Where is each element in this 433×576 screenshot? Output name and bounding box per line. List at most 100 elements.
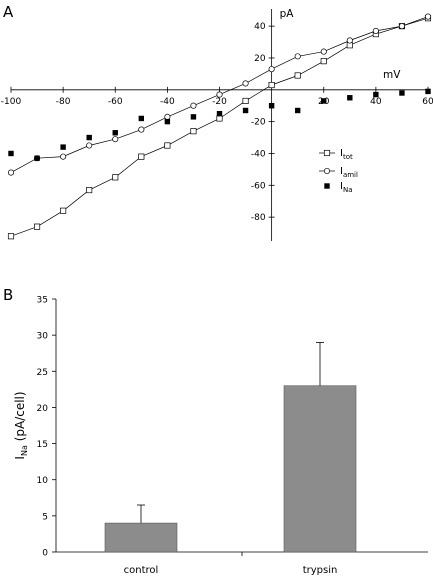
y-tick-label: -80 bbox=[251, 213, 266, 223]
y-axis-title-main: I bbox=[13, 456, 27, 460]
data-point-Na bbox=[8, 150, 14, 157]
data-point-amil bbox=[86, 142, 93, 149]
panel-b-axes: 0 5 10 15 20 25 30 35 INa (pA/cell) bbox=[13, 296, 428, 559]
y-axis-title-subscript: Na bbox=[20, 445, 29, 456]
panel-a-label: A bbox=[3, 3, 14, 21]
category-label-trypsin: trypsin bbox=[303, 565, 338, 576]
x-tick-label: -100 bbox=[1, 97, 22, 107]
x-tick-label: 40 bbox=[370, 97, 382, 107]
data-point-Na bbox=[425, 88, 431, 95]
data-point-Na bbox=[242, 107, 249, 114]
panel-a-axes: -100-80-60-40-20204060-80-60-40-202040pA… bbox=[1, 8, 433, 241]
data-point-tot bbox=[242, 97, 249, 104]
category-label-control: control bbox=[124, 565, 159, 576]
data-point-tot bbox=[164, 142, 171, 149]
legend-marker-Na bbox=[324, 183, 330, 189]
y-tick-label: 25 bbox=[37, 368, 48, 378]
data-point-amil bbox=[346, 37, 353, 44]
data-point-amil bbox=[294, 53, 301, 60]
panel-a-iv-plot: A -100-80-60-40-20204060-80-60-40-202040… bbox=[1, 3, 433, 241]
data-point-amil bbox=[372, 27, 379, 34]
data-point-tot bbox=[190, 128, 197, 135]
data-point-amil bbox=[190, 102, 197, 109]
panel-b-bar-chart: B 0 5 10 15 20 25 30 35 INa (pA/cell) control try… bbox=[3, 286, 428, 576]
y-tick-label: -20 bbox=[251, 118, 266, 128]
legend-marker-tot bbox=[323, 149, 331, 157]
panel-a-series bbox=[7, 13, 432, 240]
data-point-Na bbox=[164, 118, 171, 125]
data-point-Na bbox=[216, 110, 223, 117]
y-tick-label: 15 bbox=[37, 440, 48, 450]
data-point-tot bbox=[294, 72, 301, 79]
y-tick-label: 5 bbox=[42, 512, 48, 522]
legend-label-subscript: tot bbox=[343, 153, 353, 161]
legend-marker-amil bbox=[323, 167, 331, 175]
legend-label-Na: INa bbox=[340, 181, 352, 194]
data-point-amil bbox=[320, 48, 327, 55]
data-point-amil bbox=[138, 126, 145, 133]
data-point-amil bbox=[164, 113, 171, 120]
y-tick-label: 30 bbox=[37, 332, 49, 342]
data-point-Na bbox=[112, 130, 118, 136]
data-point-Na bbox=[60, 144, 66, 150]
data-point-Na bbox=[399, 90, 405, 96]
data-point-tot bbox=[86, 187, 93, 194]
x-tick-label: -60 bbox=[108, 97, 123, 107]
data-point-amil bbox=[7, 169, 15, 176]
data-point-Na bbox=[294, 107, 301, 114]
data-point-Na bbox=[373, 91, 379, 98]
y-tick-label: 20 bbox=[37, 404, 49, 414]
x-tick-label: -20 bbox=[212, 97, 227, 107]
y-axis-title: INa (pA/cell) bbox=[13, 391, 29, 459]
legend-label-main: I bbox=[340, 148, 343, 159]
panel-b-bars: control trypsin bbox=[104, 341, 357, 576]
data-point-tot bbox=[34, 223, 41, 230]
data-point-amil bbox=[398, 23, 405, 30]
data-point-Na bbox=[321, 98, 327, 104]
y-tick-label: -40 bbox=[251, 149, 266, 159]
y-tick-label: -60 bbox=[251, 181, 266, 191]
legend-label-amil: Iamil bbox=[340, 166, 358, 179]
series-line-tot bbox=[10, 17, 429, 237]
data-point-amil bbox=[424, 13, 432, 20]
data-point-Na bbox=[86, 134, 92, 141]
y-tick-label: 35 bbox=[37, 296, 48, 306]
y-tick-label: 10 bbox=[37, 476, 49, 486]
y-axis-title-unit: (pA/cell) bbox=[13, 391, 27, 445]
legend-label-main: I bbox=[340, 166, 343, 177]
data-point-Na bbox=[190, 114, 197, 120]
data-point-Na bbox=[138, 115, 145, 122]
data-point-tot bbox=[268, 81, 275, 89]
x-axis-title: mV bbox=[383, 69, 401, 81]
data-point-tot bbox=[216, 115, 223, 122]
data-point-tot bbox=[7, 233, 15, 240]
x-tick-label: 60 bbox=[422, 97, 433, 107]
data-point-Na bbox=[347, 95, 353, 101]
data-point-amil bbox=[268, 66, 275, 73]
y-tick-label: 20 bbox=[254, 54, 266, 64]
bar-trypsin bbox=[283, 385, 357, 553]
data-point-Na bbox=[268, 103, 275, 109]
bar-control bbox=[104, 522, 178, 553]
data-point-tot bbox=[320, 58, 327, 65]
data-point-amil bbox=[242, 80, 249, 87]
x-tick-label: -80 bbox=[56, 97, 71, 107]
panel-b-label: B bbox=[3, 286, 13, 304]
data-point-amil bbox=[216, 91, 223, 98]
y-tick-label: 40 bbox=[254, 22, 266, 32]
data-point-tot bbox=[138, 153, 145, 160]
legend-label-main: I bbox=[340, 181, 343, 192]
y-tick-label: 0 bbox=[42, 549, 48, 559]
legend-label-tot: Itot bbox=[340, 148, 353, 161]
data-point-amil bbox=[112, 136, 119, 143]
data-point-Na bbox=[34, 155, 40, 161]
data-point-amil bbox=[60, 153, 67, 160]
data-point-tot bbox=[112, 174, 119, 181]
legend-label-subscript: amil bbox=[343, 171, 358, 179]
data-point-tot bbox=[60, 207, 67, 214]
legend-label-subscript: Na bbox=[343, 186, 353, 194]
y-axis-title: pA bbox=[280, 8, 295, 20]
x-tick-label: -40 bbox=[160, 97, 175, 107]
